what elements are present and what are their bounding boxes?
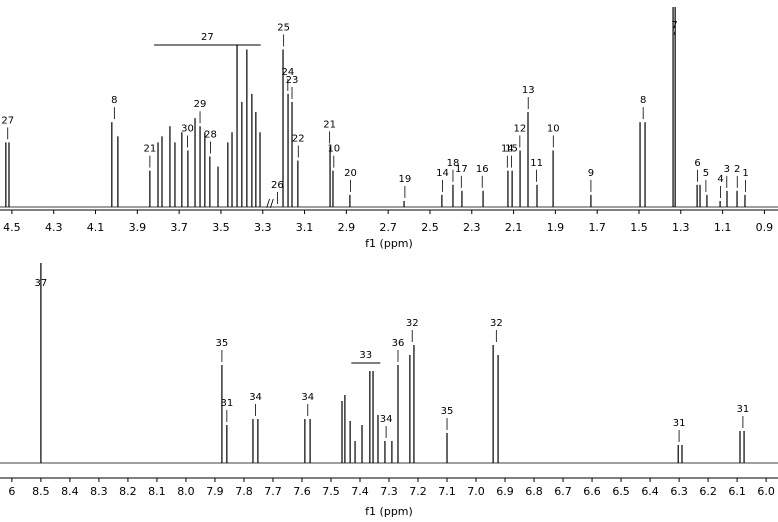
x-tick-label: 6.7: [554, 485, 572, 498]
peak-label: 28: [204, 130, 217, 141]
x-tick-label: 4.3: [45, 221, 63, 234]
peak-label: 14: [501, 144, 514, 155]
peak-label: 33: [359, 350, 372, 361]
x-tick-label: 6.0: [757, 485, 775, 498]
peak-label: 2: [734, 164, 740, 175]
peak-label: 37: [35, 278, 48, 289]
x-tick-label: 7.7: [264, 485, 282, 498]
x-tick-label: 6.6: [583, 485, 601, 498]
peak-label: 10: [327, 144, 340, 155]
axis-break: //: [266, 197, 274, 210]
peak-label: 22: [292, 134, 305, 145]
peak-label: 8: [640, 95, 646, 106]
x-tick-label: 7.6: [293, 485, 311, 498]
peak-label: 9: [588, 168, 594, 179]
x-tick-label: 0.9: [756, 221, 774, 234]
peak-label: 27: [1, 115, 14, 126]
peak-label: 31: [737, 404, 750, 415]
peak-label: 1: [742, 168, 748, 179]
x-axis-label: f1 (ppm): [365, 505, 413, 518]
x-tick-label: 6.9: [496, 485, 514, 498]
x-tick-label: 1.1: [714, 221, 732, 234]
x-tick-label: 7.2: [409, 485, 427, 498]
x-tick-label: 4.5: [3, 221, 21, 234]
x-tick-label: 6.5: [612, 485, 630, 498]
peak-label: 32: [406, 318, 419, 329]
x-tick-label: 3.5: [212, 221, 230, 234]
peak-label: 27: [201, 32, 214, 43]
x-tick-label: 7.1: [438, 485, 456, 498]
x-tick-label: 1.9: [547, 221, 565, 234]
x-tick-label: 6.1: [728, 485, 746, 498]
peak-label: 26: [271, 180, 284, 191]
peak-label: 15: [505, 144, 518, 155]
x-tick-label: 7.5: [322, 485, 340, 498]
peak-label: 14: [436, 168, 449, 179]
x-tick-label: 7.9: [206, 485, 224, 498]
peak-label: 31: [220, 398, 233, 409]
x-tick-label: 2.9: [338, 221, 356, 234]
peak-label: 36: [392, 338, 405, 349]
peak-label: 12: [513, 123, 526, 134]
peak-label: 29: [194, 99, 207, 110]
peak-label: 21: [323, 119, 336, 130]
peak-label: 8: [111, 95, 117, 106]
peak-label: 11: [530, 158, 543, 169]
peak-label: 21: [144, 144, 157, 155]
x-tick-label: 8.2: [119, 485, 137, 498]
peak-label: 5: [703, 168, 709, 179]
x-tick-label: 2.5: [421, 221, 439, 234]
peak-label: 18: [447, 158, 460, 169]
peak-label: 7: [671, 20, 677, 31]
x-tick-label: 8.4: [61, 485, 79, 498]
x-axis-label: f1 (ppm): [365, 237, 413, 250]
x-tick-label: 3.7: [170, 221, 188, 234]
x-tick-label: 1.7: [588, 221, 606, 234]
peak-label: 34: [249, 392, 262, 403]
peak-label: 34: [301, 392, 314, 403]
x-tick-label: 8.5: [32, 485, 50, 498]
peak-label: 35: [441, 406, 454, 417]
x-tick-label: 7.8: [235, 485, 253, 498]
peak-label: 34: [380, 414, 393, 425]
x-tick-label: 7.0: [467, 485, 485, 498]
peak-label: 24: [281, 67, 294, 78]
peak-label: 6: [694, 158, 700, 169]
x-tick-label: 3.3: [254, 221, 272, 234]
x-tick-label: 7.3: [380, 485, 398, 498]
peak-label: 10: [547, 123, 560, 134]
x-tick-label: 6: [8, 485, 15, 498]
peak-label: 25: [277, 22, 290, 33]
x-tick-label: 8.3: [90, 485, 108, 498]
x-tick-label: 7.4: [351, 485, 369, 498]
peak-label: 4: [717, 174, 723, 185]
x-tick-label: 8.0: [177, 485, 195, 498]
x-tick-label: 6.8: [525, 485, 543, 498]
peak-label: 23: [286, 75, 299, 86]
x-tick-label: 2.7: [379, 221, 397, 234]
x-tick-label: 2.1: [505, 221, 523, 234]
peak-label: 16: [476, 164, 489, 175]
x-tick-label: 4.1: [87, 221, 105, 234]
x-tick-label: 6.2: [699, 485, 717, 498]
peak-label: 19: [399, 174, 412, 185]
x-tick-label: 1.5: [630, 221, 648, 234]
peak-label: 31: [673, 418, 686, 429]
peak-label: 35: [216, 338, 229, 349]
x-tick-label: 3.9: [129, 221, 147, 234]
peak-label: 20: [344, 168, 357, 179]
peak-label: 3: [724, 164, 730, 175]
x-tick-label: 2.3: [463, 221, 481, 234]
x-tick-label: 6.4: [641, 485, 659, 498]
x-tick-label: 8.1: [148, 485, 166, 498]
x-tick-label: 3.1: [296, 221, 314, 234]
peak-label: 32: [490, 318, 503, 329]
x-tick-label: 1.3: [672, 221, 690, 234]
x-tick-label: 6.3: [670, 485, 688, 498]
peak-label: 30: [181, 123, 194, 134]
peak-label: 13: [522, 85, 535, 96]
peak-label: 17: [455, 164, 468, 175]
